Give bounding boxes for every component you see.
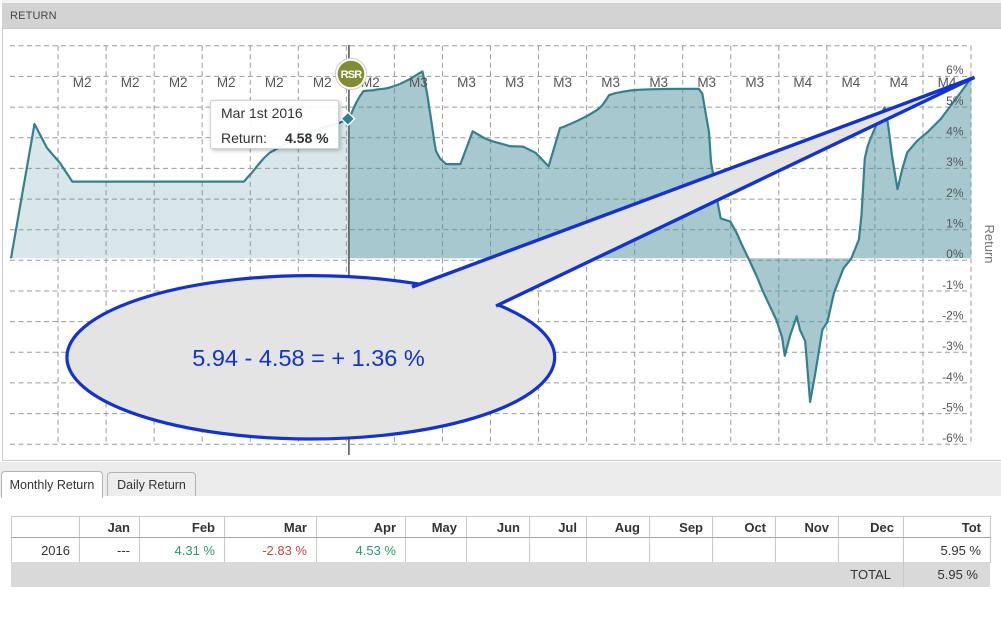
svg-text:M2: M2 <box>313 75 332 90</box>
svg-text:4%: 4% <box>946 125 964 139</box>
svg-text:Return: Return <box>982 224 997 263</box>
svg-text:3%: 3% <box>946 155 964 169</box>
svg-text:M3: M3 <box>457 75 476 90</box>
svg-text:-3%: -3% <box>942 339 964 353</box>
svg-text:M2: M2 <box>121 75 140 90</box>
svg-text:M2: M2 <box>265 75 284 90</box>
svg-text:-1%: -1% <box>942 278 964 292</box>
svg-text:M4: M4 <box>842 75 861 90</box>
svg-text:0%: 0% <box>946 247 964 261</box>
svg-text:M3: M3 <box>601 75 620 90</box>
svg-text:2%: 2% <box>946 186 964 200</box>
svg-text:-2%: -2% <box>942 308 964 322</box>
svg-text:M3: M3 <box>745 75 764 90</box>
svg-text:M3: M3 <box>505 75 524 90</box>
svg-text:6%: 6% <box>946 63 964 77</box>
svg-text:M3: M3 <box>553 75 572 90</box>
svg-text:-5%: -5% <box>942 400 964 414</box>
svg-text:5%: 5% <box>946 94 964 108</box>
svg-text:M3: M3 <box>697 75 716 90</box>
svg-text:M3: M3 <box>649 75 668 90</box>
svg-text:1%: 1% <box>946 217 964 231</box>
svg-text:5.94 - 4.58 = + 1.36 %: 5.94 - 4.58 = + 1.36 % <box>192 345 425 371</box>
svg-text:M2: M2 <box>73 75 92 90</box>
svg-text:RSR: RSR <box>341 69 363 81</box>
svg-text:M2: M2 <box>169 75 188 90</box>
svg-text:-6%: -6% <box>942 431 964 445</box>
svg-text:M2: M2 <box>217 75 236 90</box>
svg-text:-4%: -4% <box>942 370 964 384</box>
svg-text:M4: M4 <box>793 75 812 90</box>
svg-text:M3: M3 <box>409 75 428 90</box>
svg-text:M4: M4 <box>890 75 909 90</box>
